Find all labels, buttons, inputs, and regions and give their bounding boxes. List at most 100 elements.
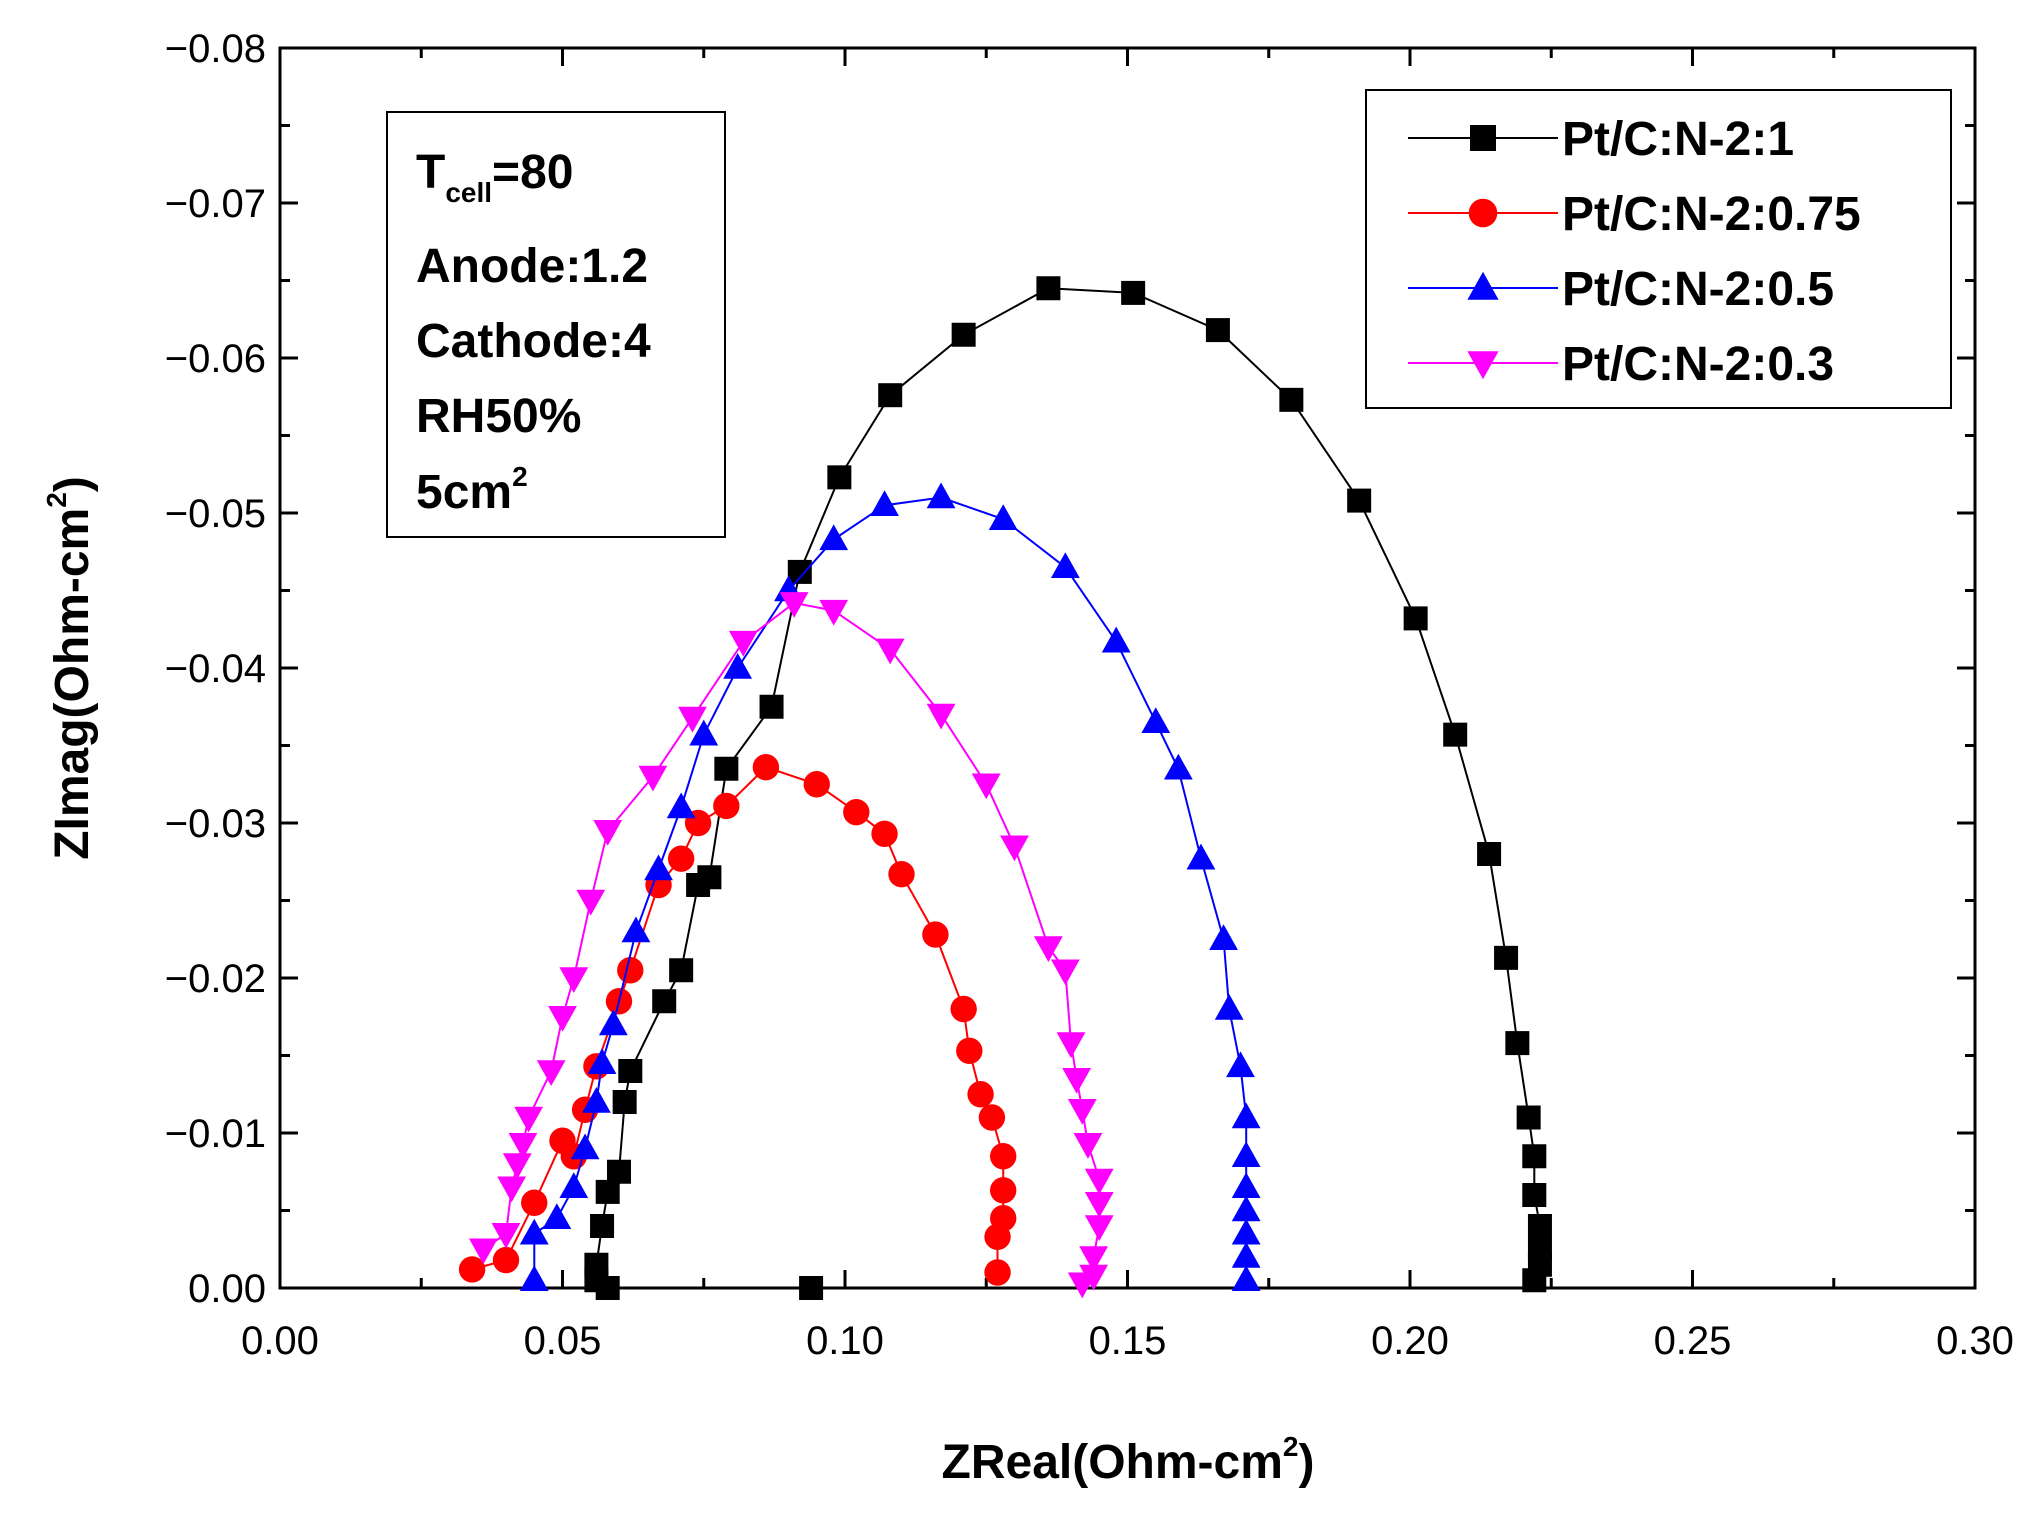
data-point: [1527, 1214, 1552, 1238]
data-point: [521, 1189, 548, 1216]
data-point: [1163, 753, 1193, 780]
data-point: [990, 1177, 1017, 1204]
data-point: [617, 957, 644, 984]
data-point: [598, 1009, 628, 1036]
y-axis-title-close: ): [46, 476, 99, 492]
info-area: 5cm2: [416, 461, 528, 519]
info-area-main: 5cm: [416, 466, 512, 519]
data-point: [652, 989, 677, 1014]
y-tick-label: −0.06: [165, 337, 266, 381]
data-point: [638, 765, 668, 792]
data-point: [584, 1252, 609, 1277]
data-point: [1403, 606, 1428, 631]
series-line: [595, 287, 1541, 1289]
data-point: [1522, 1144, 1547, 1169]
data-point: [759, 694, 784, 719]
info-box-frame: [386, 111, 726, 538]
data-point: [1494, 945, 1519, 970]
data-point: [1186, 843, 1216, 870]
legend-entry: Pt/C:N-2:0.75: [1408, 188, 1861, 241]
data-point: [827, 465, 852, 490]
x-axis-ticks: 0.00 0.05 0.10 0.15 0.20 0.25 0.30: [241, 48, 2014, 1363]
data-point: [697, 865, 722, 890]
y-tick-label: 0.00: [188, 1267, 266, 1311]
data-point: [491, 1222, 521, 1249]
data-point: [1141, 707, 1171, 734]
data-point: [752, 754, 780, 781]
data-point: [1205, 318, 1230, 343]
info-temperature-main: T: [416, 146, 445, 199]
y-tick-label: −0.03: [165, 802, 266, 846]
data-point: [570, 1133, 600, 1160]
data-point: [1062, 1067, 1092, 1094]
info-area-sup: 2: [512, 461, 528, 492]
legend-marker: [1470, 125, 1496, 151]
data-point: [1073, 1133, 1103, 1159]
data-point: [542, 1203, 572, 1230]
data-point: [618, 1059, 643, 1083]
x-tick-label: 0.20: [1371, 1319, 1449, 1363]
data-point: [1214, 994, 1244, 1020]
data-point: [595, 1179, 620, 1204]
data-point: [843, 798, 870, 826]
data-point: [1079, 1246, 1108, 1272]
x-tick-label: 0.25: [1654, 1319, 1732, 1363]
data-point: [458, 1256, 486, 1283]
data-point: [1231, 1218, 1261, 1245]
info-temperature-value: =80: [492, 146, 573, 199]
x-axis-title: ZReal(Ohm-cm2): [942, 1431, 1315, 1489]
data-point: [714, 756, 739, 781]
legend-marker: [1467, 351, 1499, 380]
info-temperature-sub: cell: [445, 177, 492, 208]
series-1: [584, 276, 1552, 1300]
data-point: [1000, 835, 1029, 862]
y-axis-title-text: ZImag(Ohm-cm: [46, 508, 99, 860]
data-point: [1231, 1195, 1261, 1222]
data-point: [1231, 1102, 1261, 1129]
data-point: [1209, 924, 1238, 951]
legend-label: Pt/C:N-2:0.75: [1562, 188, 1861, 241]
y-axis-title-sup: 2: [41, 492, 72, 508]
data-point: [559, 967, 589, 993]
data-point: [514, 1106, 543, 1133]
data-point: [779, 592, 809, 618]
data-point: [1231, 1141, 1261, 1168]
data-point: [728, 630, 758, 657]
x-tick-label: 0.10: [806, 1319, 884, 1363]
data-point: [678, 706, 707, 733]
data-point: [1231, 1265, 1261, 1292]
data-point: [593, 819, 623, 846]
data-point: [926, 482, 956, 509]
series-line: [533, 496, 1248, 1281]
data-point: [875, 638, 905, 665]
x-axis-title-close: ): [1298, 1436, 1314, 1489]
data-point: [1505, 1031, 1530, 1056]
legend-entry: Pt/C:N-2:0.5: [1408, 263, 1834, 316]
data-point: [1101, 626, 1131, 653]
data-point: [1067, 1098, 1097, 1125]
data-point: [502, 1153, 532, 1179]
data-point: [1036, 276, 1061, 301]
x-tick-label: 0.00: [241, 1319, 319, 1363]
data-point: [878, 383, 903, 408]
data-point: [536, 1060, 566, 1086]
legend-label: Pt/C:N-2:0.5: [1562, 263, 1834, 316]
legend-label: Pt/C:N-2:0.3: [1562, 338, 1834, 391]
legend-entry: Pt/C:N-2:0.3: [1408, 338, 1834, 391]
data-point: [978, 1104, 1006, 1131]
data-point: [1034, 936, 1063, 962]
legend-entry: Pt/C:N-2:1: [1408, 113, 1794, 166]
data-point: [1084, 1215, 1114, 1241]
legend-label: Pt/C:N-2:1: [1562, 113, 1794, 166]
data-point: [922, 921, 949, 948]
data-point: [984, 1259, 1011, 1286]
data-point: [469, 1238, 498, 1265]
x-tick-label: 0.15: [1089, 1319, 1167, 1363]
data-point: [870, 490, 899, 517]
y-tick-label: −0.07: [165, 182, 266, 226]
x-tick-label: 0.30: [1936, 1319, 2014, 1363]
data-point: [1231, 1242, 1261, 1268]
y-tick-label: −0.05: [165, 492, 266, 536]
data-point: [669, 958, 694, 983]
